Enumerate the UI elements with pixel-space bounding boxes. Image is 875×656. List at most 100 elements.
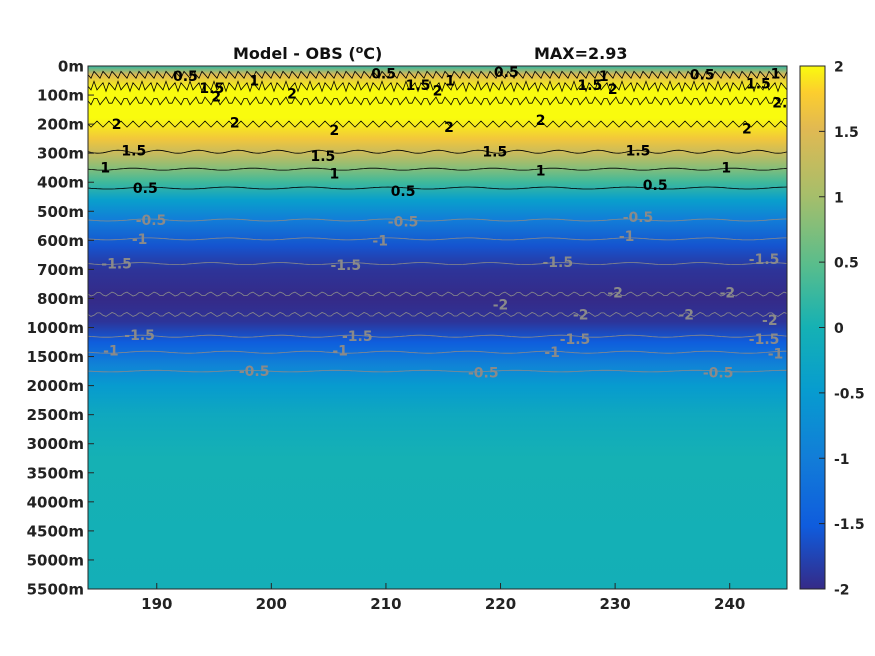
heatmap-field bbox=[88, 66, 787, 589]
contour-label: -1.5 bbox=[124, 328, 155, 344]
y-tick-label: 3500m bbox=[27, 464, 84, 482]
colorbar-tick-label: 0.5 bbox=[834, 256, 859, 272]
contour-label: 2 bbox=[788, 79, 798, 95]
x-tick-label: 190 bbox=[141, 595, 172, 613]
contour-label: 1 bbox=[721, 161, 731, 177]
contour-label: -2 bbox=[607, 286, 623, 302]
contour-label: -1 bbox=[103, 344, 119, 360]
y-tick-label: 4500m bbox=[27, 522, 84, 540]
contour-label: 1.5 bbox=[482, 145, 507, 161]
contour-label: 1 bbox=[771, 66, 781, 82]
chart-title: Model - OBS (oC) bbox=[233, 43, 382, 63]
contour-label: 1.5 bbox=[746, 76, 771, 92]
colorbar-tick-label: 2 bbox=[834, 60, 844, 76]
contour-lines bbox=[88, 70, 787, 373]
contour-label: 2 bbox=[444, 120, 454, 136]
contour-label: -2 bbox=[720, 286, 736, 302]
contour-label: 0.5 bbox=[133, 181, 158, 197]
contour-label: 1.5 bbox=[199, 81, 224, 97]
contour-label: -0.5 bbox=[468, 366, 499, 382]
colorbar-tick-label: 1 bbox=[834, 190, 844, 206]
y-tick-label: 700m bbox=[37, 261, 84, 279]
contour-label: 2 bbox=[330, 123, 340, 139]
y-tick-label: 3000m bbox=[27, 435, 84, 453]
y-tick-label: 1500m bbox=[27, 348, 84, 366]
contour-line bbox=[88, 70, 787, 79]
contour-label: -1 bbox=[372, 233, 388, 249]
contour-line bbox=[88, 120, 787, 128]
contour-line bbox=[88, 167, 787, 171]
contour-line bbox=[88, 334, 787, 338]
contour-label: 1 bbox=[536, 164, 546, 180]
y-axis-ticks: 0m 100m 200m 300m 400m 500m 600m 700m 800m 1000m 1… bbox=[27, 58, 94, 599]
contour-line bbox=[88, 218, 787, 222]
contour-label: -2 bbox=[678, 307, 694, 323]
x-tick-label: 240 bbox=[714, 595, 745, 613]
y-tick-label: 4000m bbox=[27, 493, 84, 511]
contour-label: 1.5 bbox=[121, 143, 146, 159]
max-label: MAX=2.93 bbox=[534, 44, 628, 63]
contour-label: -1 bbox=[768, 347, 784, 363]
contour-label: 0.5 bbox=[643, 178, 668, 194]
y-tick-label: 1000m bbox=[27, 319, 84, 337]
contour-label: -1.5 bbox=[749, 252, 780, 268]
contour-label: -2 bbox=[573, 307, 589, 323]
contour-label: 1.5 bbox=[577, 78, 602, 94]
contour-line bbox=[88, 96, 787, 106]
contour-label: 0.5 bbox=[690, 68, 715, 84]
y-tick-label: 800m bbox=[37, 290, 84, 308]
colorbar-tick-label: -1 bbox=[834, 452, 850, 468]
y-tick-label: 500m bbox=[37, 203, 84, 221]
contour-label: -2 bbox=[493, 297, 509, 313]
x-tick-label: 230 bbox=[599, 595, 630, 613]
colorbar-tick-label: -2 bbox=[834, 583, 850, 599]
contour-label: 1.5 bbox=[310, 149, 335, 165]
y-tick-label: 300m bbox=[37, 145, 84, 163]
contour-label: 2 bbox=[230, 116, 240, 132]
y-tick-label: 600m bbox=[37, 232, 84, 250]
chart-title-superscript: o bbox=[356, 43, 364, 56]
y-tick-label: 2000m bbox=[27, 377, 84, 395]
contour-label: -1.5 bbox=[542, 255, 573, 271]
x-tick-label: 200 bbox=[256, 595, 287, 613]
contour-label: 1 bbox=[599, 69, 609, 85]
contour-label: 1 bbox=[445, 74, 455, 90]
contour-label: -1 bbox=[544, 345, 560, 361]
y-tick-label: 5000m bbox=[27, 551, 84, 569]
contour-line bbox=[88, 312, 787, 317]
chart-title-tail: C) bbox=[363, 44, 382, 63]
contour-label: 2 bbox=[287, 87, 297, 103]
colorbar-tick-label: 0 bbox=[834, 321, 844, 337]
contour-line bbox=[88, 291, 787, 297]
contour-label: 2 bbox=[211, 90, 221, 106]
contour-label: -1.5 bbox=[101, 257, 132, 273]
contour-label: 2 bbox=[433, 84, 443, 100]
contour-line bbox=[88, 369, 787, 373]
contour-label: 0.5 bbox=[391, 184, 416, 200]
y-tick-label: 400m bbox=[37, 174, 84, 192]
contour-label: -0.5 bbox=[136, 213, 167, 229]
x-axis-ticks: 190 200 210 220 230 240 bbox=[141, 583, 745, 613]
contour-label: -1 bbox=[132, 232, 148, 248]
y-tick-label: 5500m bbox=[27, 581, 84, 599]
y-tick-label: 200m bbox=[37, 116, 84, 134]
contour-label: 1.5 bbox=[626, 143, 651, 159]
contour-label: -1 bbox=[332, 344, 348, 360]
contour-label: 2 bbox=[608, 82, 618, 98]
colorbar-tick-label: -0.5 bbox=[834, 386, 865, 402]
contour-label: -0.5 bbox=[388, 214, 419, 230]
colorbar-tick-label: -1.5 bbox=[834, 517, 865, 533]
contour-label: 0.5 bbox=[371, 66, 396, 82]
contour-line bbox=[88, 186, 787, 190]
contour-label: -2 bbox=[762, 313, 778, 329]
contour-labels: 0.51.5 12 20.51.5 210.51.5 21 0.5 11.5 22.52 2 2 2… bbox=[100, 66, 798, 382]
y-tick-label: 0m bbox=[58, 58, 84, 76]
x-tick-label: 210 bbox=[370, 595, 401, 613]
contour-label: -1 bbox=[619, 229, 635, 245]
contour-label: 1 bbox=[249, 74, 259, 90]
contour-line bbox=[88, 149, 787, 154]
x-tick-label: 220 bbox=[485, 595, 516, 613]
contour-label: -1.5 bbox=[560, 332, 591, 348]
contour-label: 1 bbox=[330, 167, 340, 183]
contour-label: 1.5 bbox=[406, 78, 431, 94]
